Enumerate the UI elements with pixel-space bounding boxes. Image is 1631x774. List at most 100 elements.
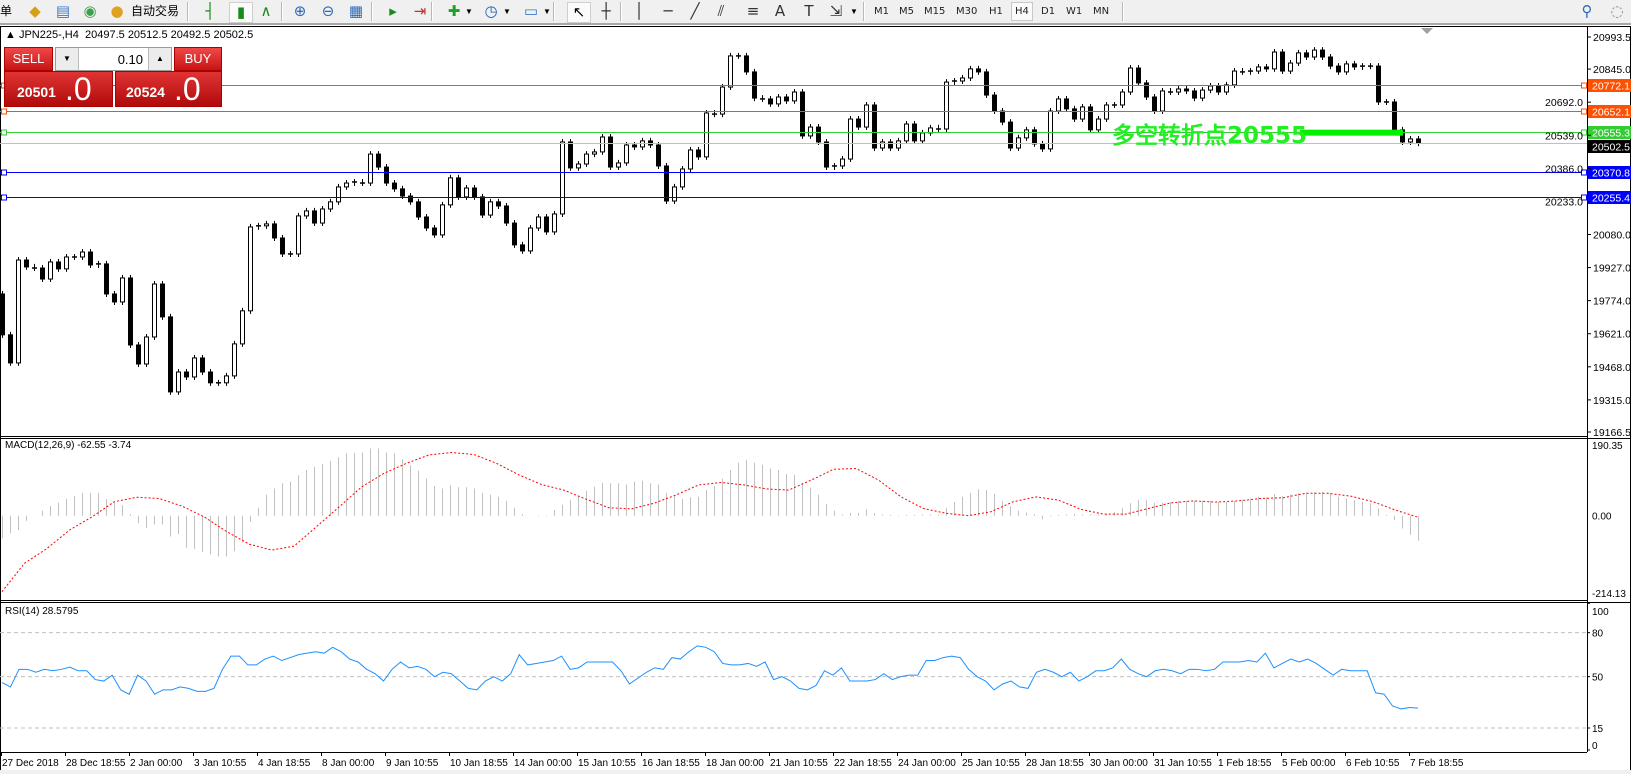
timeframe-w1[interactable]: W1 (1066, 6, 1083, 17)
line-handle-icon[interactable] (1, 169, 7, 176)
lot-decrease-button[interactable]: ▼ (56, 48, 79, 70)
candle-bull (968, 68, 973, 79)
toolbar-separator (431, 2, 433, 21)
line-handle-icon[interactable] (1581, 169, 1587, 176)
periods-clock-icon[interactable]: ◷ (484, 2, 498, 20)
lot-size-input[interactable] (79, 48, 147, 70)
price-label-box (1588, 105, 1631, 118)
lot-increase-button[interactable]: ▲ (148, 48, 171, 70)
candle-bear (1144, 82, 1149, 98)
timeframe-m1[interactable]: M1 (874, 6, 889, 17)
candle-bear (1072, 108, 1077, 120)
chart-shift-marker-icon[interactable] (1421, 28, 1433, 34)
line-chart-icon[interactable]: ∧ (260, 2, 272, 20)
buy-price-box[interactable]: 20524 .0 (115, 71, 222, 107)
candlestick-icon[interactable]: ▮ (229, 2, 253, 23)
time-axis-label: 16 Jan 18:55 (642, 758, 700, 769)
candle-bear (648, 140, 653, 146)
candle-bull (1272, 51, 1277, 70)
equidistant-channel-icon[interactable]: ⫽ (717, 2, 725, 20)
candle-bear (1392, 101, 1397, 131)
data-window-icon[interactable]: ▤ (55, 2, 71, 20)
candle-bull (704, 112, 709, 158)
rsi-axis-label: 50 (1592, 673, 1604, 684)
templates-icon[interactable]: ▭ (523, 2, 539, 20)
chat-icon[interactable]: ◌ (1610, 2, 1624, 20)
auto-trading-label[interactable]: 自动交易 (131, 4, 180, 18)
candle-bear (432, 227, 437, 236)
dropdown-arrow-icon[interactable]: ▼ (503, 7, 511, 16)
pivot-annotation-text[interactable]: 多空转折点20555 (1112, 123, 1308, 149)
timeframe-h1[interactable]: H1 (989, 6, 1003, 17)
chart-ohlc: 20497.5 20512.5 20492.5 20502.5 (85, 29, 254, 41)
toolbar-separator (371, 2, 373, 21)
indicators-icon[interactable]: ✚ (447, 2, 461, 20)
arrows-icon[interactable]: ⇲ (829, 2, 843, 20)
bar-chart-icon[interactable]: ┤ (205, 2, 215, 20)
candle-bear (872, 104, 877, 149)
candle-bull (1120, 91, 1125, 106)
candle-bear (392, 182, 397, 190)
candle-bear (544, 216, 549, 233)
text-label-icon[interactable]: T (804, 2, 814, 20)
line-handle-icon[interactable] (1, 108, 7, 115)
chart-shift-icon[interactable]: ⇥ (413, 2, 427, 20)
search-icon[interactable]: ⚲ (1581, 2, 1593, 20)
timeframe-m5[interactable]: M5 (899, 6, 914, 17)
chart-header: ▲ JPN225-,H4 20497.5 20512.5 20492.5 205… (5, 29, 253, 41)
candle-bull (448, 177, 453, 206)
candle-bear (1192, 90, 1197, 99)
line-handle-icon[interactable] (1, 194, 7, 201)
time-axis-label: 7 Feb 18:55 (1410, 758, 1464, 769)
dropdown-arrow-icon[interactable]: ▼ (543, 7, 551, 16)
timeframe-m30[interactable]: M30 (956, 6, 978, 17)
candle-bull (528, 227, 533, 252)
candle-bull (688, 149, 693, 170)
candle-bear (504, 205, 509, 224)
signals-icon[interactable]: ◉ (83, 2, 97, 20)
candle-bull (672, 186, 677, 202)
timeframe-mn[interactable]: MN (1093, 6, 1110, 17)
fibonacci-icon[interactable]: ≡ (746, 2, 760, 20)
line-handle-icon[interactable] (1, 129, 7, 136)
macd-axis-label: -214.13 (1592, 589, 1626, 600)
candle-bear (1008, 121, 1013, 149)
sell-price-box[interactable]: 20501 .0 (4, 71, 113, 107)
zoom-in-icon[interactable]: ⊕ (293, 2, 307, 20)
candle-bear (888, 141, 893, 149)
line-handle-icon[interactable] (1581, 129, 1587, 136)
horizontal-line-icon[interactable]: ─ (663, 2, 673, 20)
auto-trading-icon[interactable]: ● (110, 2, 124, 20)
vertical-line-icon[interactable]: │ (634, 2, 644, 20)
timeframe-m15[interactable]: M15 (924, 6, 946, 17)
price-label: 20370.8 (1592, 168, 1630, 180)
dropdown-arrow-icon[interactable]: ▼ (465, 7, 473, 16)
pivot-marker-bar[interactable] (1300, 129, 1403, 136)
price-tick-label: 19774.0 (1593, 296, 1631, 308)
buy-button[interactable]: BUY (174, 47, 222, 71)
sell-button[interactable]: SELL (4, 47, 53, 71)
collapse-arrow-icon[interactable]: ▲ (5, 29, 16, 41)
cursor-icon[interactable]: ↖ (567, 2, 591, 23)
timeframe-d1[interactable]: D1 (1041, 6, 1056, 17)
text-icon[interactable]: A (774, 2, 786, 20)
timeframe-h4[interactable]: H4 (1011, 2, 1033, 21)
candle-bull (144, 336, 149, 365)
market-watch-icon[interactable]: ◆ (29, 2, 41, 20)
time-axis-label: 28 Dec 18:55 (66, 758, 126, 769)
buy-price-fraction: .0 (174, 71, 201, 107)
price-tick-label: 20080.0 (1593, 230, 1631, 242)
candle-bull (152, 283, 157, 338)
auto-scroll-icon[interactable]: ▸ (389, 2, 397, 20)
tile-windows-icon[interactable]: ▦ (348, 2, 364, 20)
toolbar-new-order-label[interactable]: 单 (0, 4, 13, 18)
dropdown-arrow-icon[interactable]: ▼ (850, 7, 858, 16)
line-handle-icon[interactable] (1581, 82, 1587, 89)
line-handle-icon[interactable] (1581, 194, 1587, 201)
price-label: 20502.5 (1592, 142, 1630, 154)
trendline-icon[interactable]: ╱ (690, 2, 700, 20)
zoom-out-icon[interactable]: ⊖ (321, 2, 335, 20)
line-handle-icon[interactable] (1581, 108, 1587, 115)
crosshair-icon[interactable]: ┼ (601, 2, 611, 20)
